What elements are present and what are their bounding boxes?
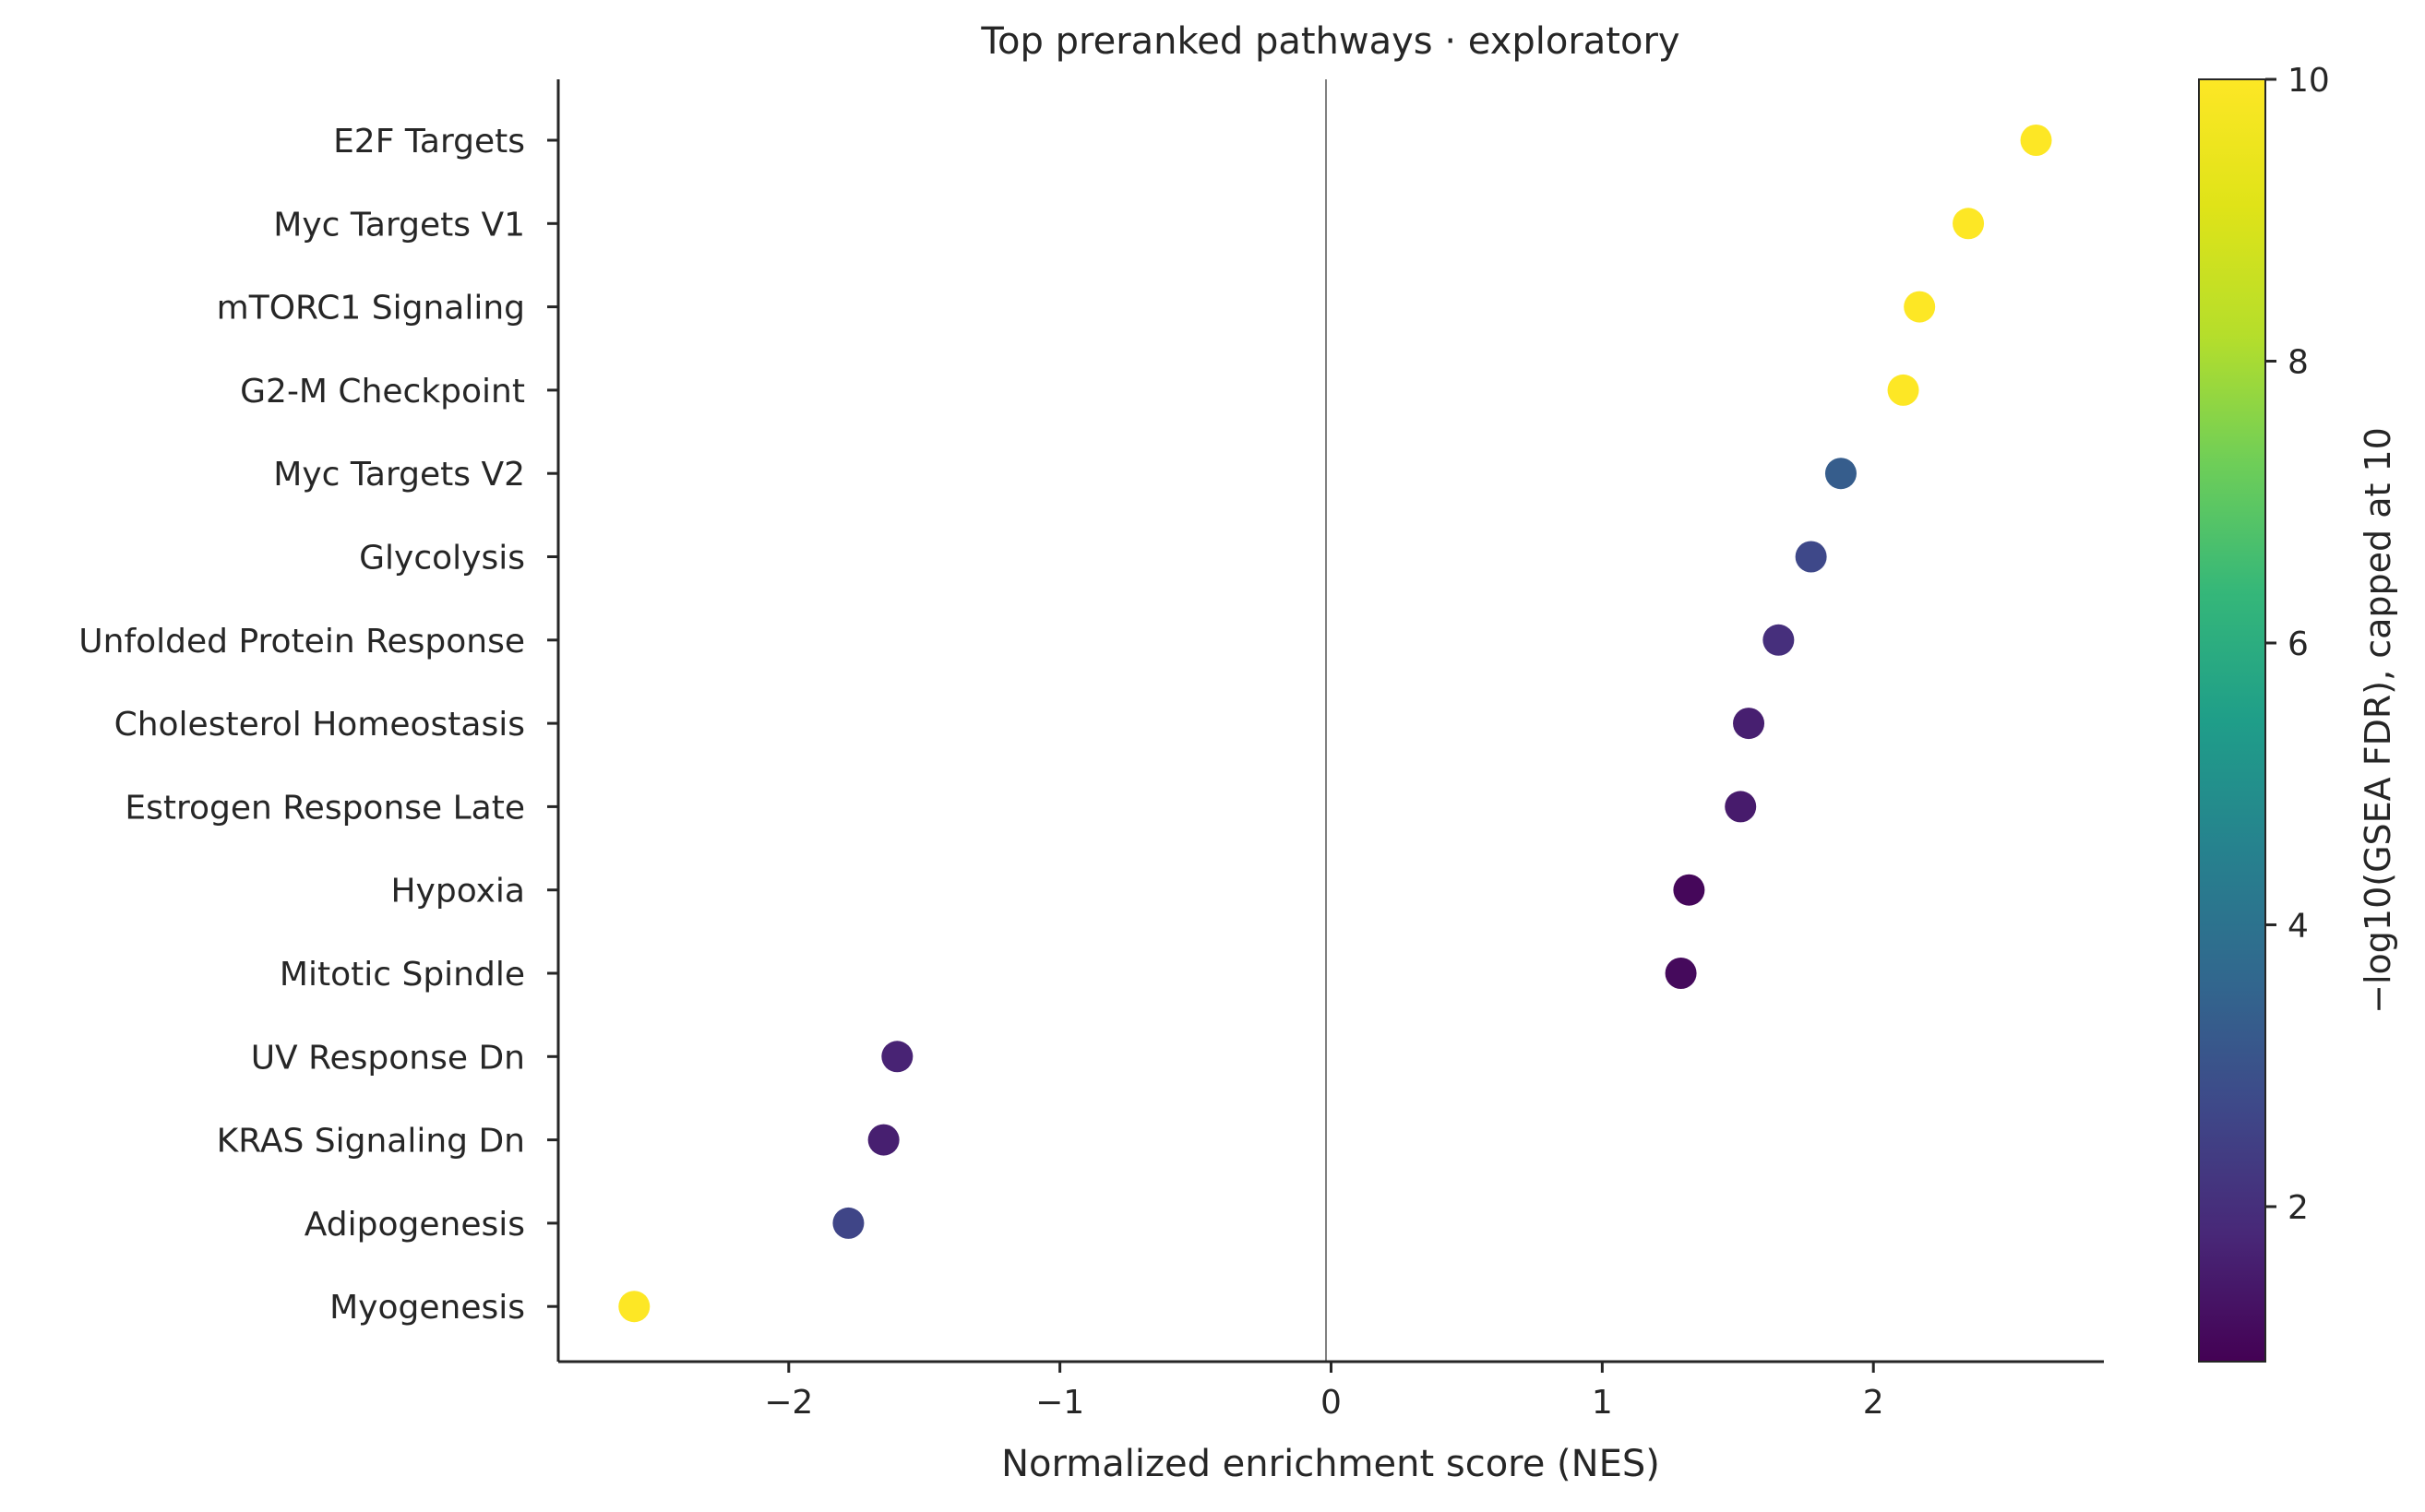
data-point [1733, 708, 1765, 740]
colorbar-label: −log10(GSEA FDR), capped at 10 [2358, 427, 2398, 1014]
x-tick-label: −2 [764, 1384, 813, 1422]
colorbar-tick-label: 4 [2288, 907, 2309, 945]
x-tick-label: 2 [1863, 1384, 1884, 1422]
x-tick-label: −1 [1035, 1384, 1084, 1422]
colorbar-ticks: 2 4 6 8 10 [2265, 62, 2330, 1227]
data-point [1665, 958, 1697, 989]
data-point [1887, 374, 1919, 406]
x-tick-label: 0 [1320, 1384, 1342, 1422]
data-point [1725, 791, 1757, 823]
data-point [1904, 291, 1936, 323]
y-tick-label: E2F Targets [333, 123, 525, 161]
data-point [832, 1207, 865, 1239]
y-tick-label: KRAS Signaling Dn [217, 1123, 525, 1161]
x-axis-label: Normalized enrichment score (NES) [1001, 1443, 1660, 1485]
colorbar-tick-label: 6 [2288, 625, 2309, 663]
data-point [867, 1124, 900, 1156]
y-tick-label: Estrogen Response Late [125, 789, 525, 827]
y-tick-label: Myogenesis [329, 1289, 525, 1327]
y-tick-label: Hypoxia [390, 873, 525, 911]
x-axis-ticks: −2 −1 0 1 2 [764, 1362, 1884, 1422]
data-point [1824, 458, 1857, 490]
colorbar-tick-label: 2 [2288, 1189, 2309, 1227]
y-tick-label: Cholesterol Homeostasis [114, 706, 525, 744]
y-tick-label: mTORC1 Signaling [217, 290, 525, 327]
y-tick-label: G2-M Checkpoint [240, 373, 525, 411]
y-tick-label: Unfolded Protein Response [78, 623, 525, 661]
y-axis-ticks: E2F Targets Myc Targets V1 mTORC1 Signalin… [78, 123, 558, 1327]
y-tick-label: Myc Targets V2 [273, 456, 525, 494]
colorbar-tick-label: 8 [2288, 343, 2309, 381]
chart-title: Top preranked pathways · exploratory [980, 20, 1679, 63]
colorbar-tick-label: 10 [2288, 62, 2330, 100]
data-point [881, 1041, 914, 1073]
y-tick-label: Adipogenesis [305, 1206, 525, 1244]
x-tick-label: 1 [1592, 1384, 1613, 1422]
data-point [1953, 208, 1985, 240]
y-tick-label: Glycolysis [359, 540, 525, 577]
data-point [1673, 874, 1705, 906]
y-tick-label: UV Response Dn [251, 1039, 525, 1077]
y-tick-label: Mitotic Spindle [280, 956, 525, 994]
colorbar [2198, 78, 2266, 1363]
data-point [2020, 125, 2052, 156]
data-points [618, 125, 2052, 1323]
data-point [1795, 541, 1827, 573]
data-point [1762, 624, 1795, 656]
y-tick-label: Myc Targets V1 [273, 206, 525, 244]
data-point [618, 1291, 651, 1323]
